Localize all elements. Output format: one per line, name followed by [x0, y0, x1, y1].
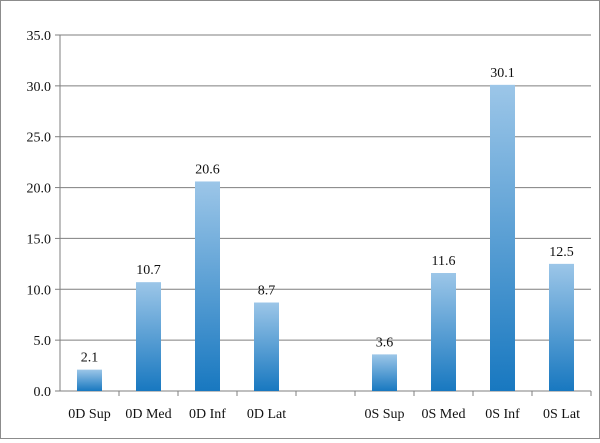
data-label: 12.5 — [549, 245, 574, 260]
x-category-label: 0S Med — [422, 407, 466, 422]
bar-0s-lat — [549, 263, 574, 391]
bars — [77, 84, 574, 391]
bar-0d-sup — [77, 369, 102, 391]
bar-0s-med — [431, 273, 456, 391]
x-category-label: 0S Lat — [543, 407, 580, 422]
x-category-label: 0D Lat — [247, 407, 286, 422]
bar-0d-inf — [195, 181, 220, 391]
data-label: 10.7 — [136, 263, 161, 278]
data-label: 20.6 — [195, 162, 220, 177]
y-tick-label: 10.0 — [27, 283, 52, 298]
y-tick-label: 20.0 — [27, 182, 52, 197]
y-tick-label: 0.0 — [34, 385, 52, 400]
data-label: 2.1 — [81, 351, 99, 366]
bar-0d-med — [136, 282, 161, 391]
data-label: 3.6 — [376, 335, 394, 350]
data-label: 30.1 — [490, 66, 515, 81]
y-tick-label: 30.0 — [27, 80, 52, 95]
y-tick-label: 15.0 — [27, 232, 52, 247]
x-category-label: 0S Sup — [364, 407, 404, 422]
data-label: 11.6 — [432, 254, 456, 269]
x-category-label: 0D Med — [125, 407, 171, 422]
x-category-label: 0D Inf — [189, 407, 226, 422]
y-tick-label: 5.0 — [34, 334, 52, 349]
y-tick-label: 25.0 — [27, 131, 52, 146]
bar-0s-sup — [372, 354, 397, 391]
x-category-label: 0S Inf — [485, 407, 520, 422]
data-label: 8.7 — [258, 284, 276, 299]
labels: 0.0 5.0 10.0 15.0 20.0 25.0 30.0 35.0 2.1 0D Sup 1… — [27, 29, 581, 422]
bar-0d-lat — [254, 302, 279, 391]
bar-0s-inf — [490, 84, 515, 391]
y-tick-label: 35.0 — [27, 29, 52, 44]
x-category-label: 0D Sup — [68, 407, 110, 422]
